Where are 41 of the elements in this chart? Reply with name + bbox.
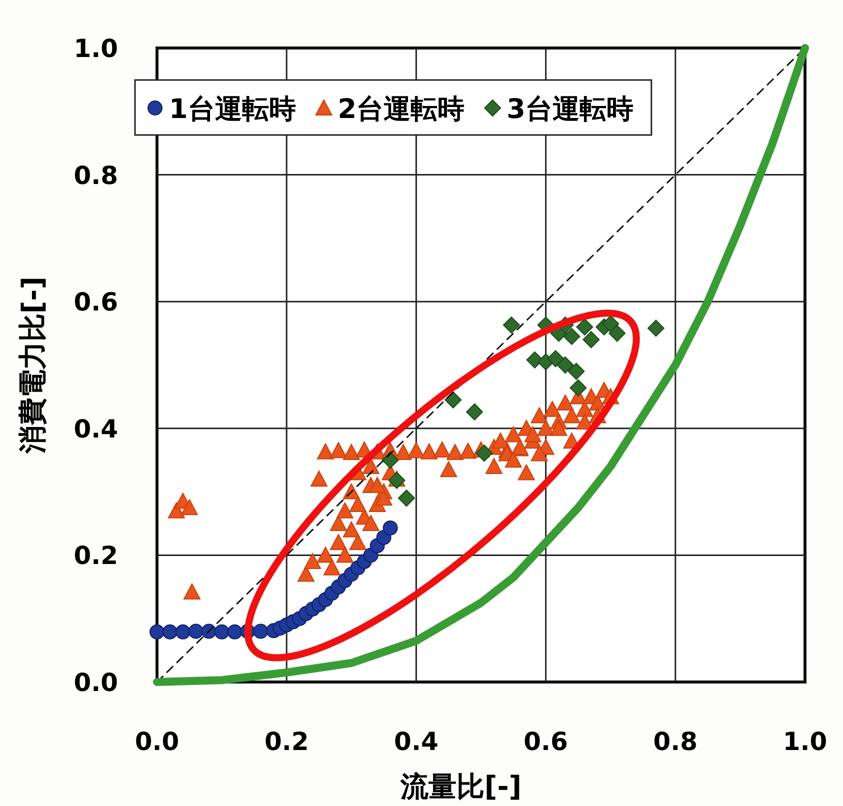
x-tick-label: 0.0	[134, 727, 180, 756]
point	[175, 624, 190, 640]
y-axis-title: 消費電力比[-]	[16, 276, 49, 455]
point	[253, 624, 268, 639]
point	[162, 624, 178, 640]
point	[476, 444, 493, 462]
legend-label: 1台運転時	[169, 94, 296, 125]
x-axis-title: 流量比[-]	[399, 770, 522, 803]
y-tick-label: 0.8	[74, 160, 118, 190]
x-tick-label: 1.0	[782, 727, 828, 756]
point	[466, 403, 484, 420]
point	[214, 624, 230, 640]
y-tick-label: 0.4	[74, 414, 118, 444]
point	[382, 452, 399, 469]
y-tick-label: 0.6	[74, 288, 118, 317]
point	[608, 324, 626, 342]
y-tick-label: 1.0	[74, 34, 118, 63]
y-tick-label: 0.2	[74, 541, 118, 570]
point	[150, 624, 164, 640]
point	[227, 624, 242, 640]
point	[568, 362, 585, 380]
point	[563, 328, 580, 345]
point	[547, 350, 564, 368]
point	[556, 356, 574, 374]
x-tick-label: 0.6	[524, 727, 568, 756]
point	[647, 320, 664, 337]
point	[444, 391, 462, 408]
point	[398, 490, 415, 507]
y-tick-label: 0.0	[74, 668, 118, 697]
point	[602, 315, 620, 332]
x-tick-label: 0.8	[653, 727, 698, 756]
point	[502, 316, 520, 334]
legend-label: 2台運転時	[338, 94, 465, 125]
x-tick-label: 0.4	[394, 727, 438, 756]
point	[576, 318, 594, 336]
point	[382, 520, 398, 536]
x-tick-label: 0.2	[264, 727, 309, 756]
point	[582, 331, 600, 348]
point	[188, 624, 204, 639]
point	[570, 379, 587, 396]
legend-label: 3台運転時	[506, 94, 634, 125]
